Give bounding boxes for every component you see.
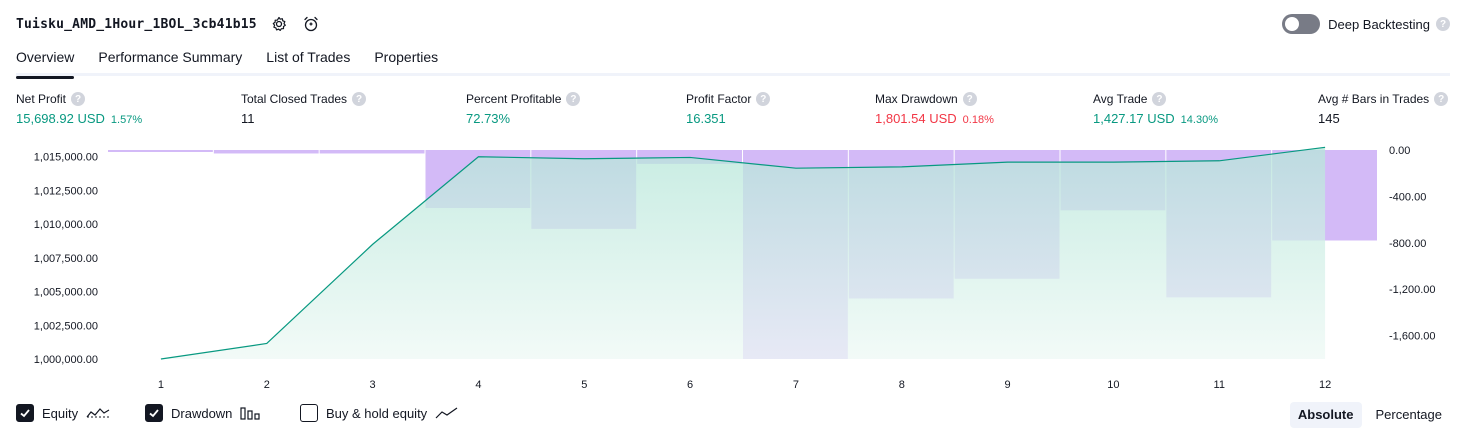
stat-value: 16.351	[686, 111, 726, 126]
deep-backtesting-toggle[interactable]	[1282, 14, 1321, 34]
help-icon[interactable]: ?	[962, 92, 977, 106]
x-axis-tick: 10	[1107, 379, 1119, 391]
tab-performance-summary[interactable]: Performance Summary	[98, 49, 243, 65]
help-icon[interactable]: ?	[756, 92, 771, 106]
right-axis-tick: -1,600.00	[1389, 331, 1435, 343]
legend-drawdown[interactable]: Drawdown	[145, 404, 262, 422]
toggle-knob	[1285, 17, 1300, 31]
left-axis-tick: 1,002,500.00	[34, 320, 98, 332]
x-axis-tick: 1	[158, 379, 164, 391]
deep-backtesting: Deep Backtesting ?	[1282, 12, 1450, 36]
legend-label: Buy & hold equity	[326, 405, 428, 421]
x-axis-tick: 8	[899, 379, 905, 391]
x-axis-tick: 12	[1319, 379, 1331, 391]
stat-label: Net Profit	[16, 92, 67, 106]
stat-percent: 0.18%	[962, 114, 994, 126]
stat-max-drawdown: Max Drawdown? 1,801.54 USD 0.18%	[875, 92, 994, 126]
stat-label: Profit Factor	[686, 92, 752, 106]
stat-percent: 1.57%	[110, 114, 143, 126]
stat-label: Avg Trade	[1093, 92, 1148, 106]
stat-value: 1,801.54 USD	[875, 111, 957, 126]
right-axis-tick: -800.00	[1389, 238, 1426, 250]
stat-value: 145	[1318, 111, 1340, 126]
stat-label: Avg # Bars in Trades	[1318, 92, 1430, 106]
stat-avg-bars: Avg # Bars in Trades? 145	[1318, 92, 1449, 126]
x-axis-tick: 4	[475, 379, 481, 391]
help-icon[interactable]: ?	[1434, 92, 1449, 106]
stat-label: Max Drawdown	[875, 92, 958, 106]
legend-buy-hold[interactable]: Buy & hold equity	[300, 404, 459, 422]
stat-value: 15,698.92 USD	[16, 111, 105, 126]
equity-area	[160, 147, 1326, 359]
drawdown-bar	[213, 150, 319, 154]
drawdown-bar	[319, 150, 425, 154]
x-axis-tick: 3	[370, 379, 376, 391]
x-axis-tick: 5	[581, 379, 587, 391]
mode-switch: Absolute Percentage	[1284, 402, 1450, 428]
tab-properties[interactable]: Properties	[374, 49, 439, 65]
x-axis-tick: 2	[264, 379, 270, 391]
alarm-add-icon[interactable]	[301, 14, 321, 34]
left-axis-tick: 1,015,000.00	[34, 152, 98, 164]
right-axis-tick: -1,200.00	[1389, 284, 1435, 296]
stat-label: Percent Profitable	[466, 92, 562, 106]
x-axis-tick: 7	[793, 379, 799, 391]
stat-value: 1,427.17 USD	[1093, 111, 1175, 126]
help-icon[interactable]: ?	[1436, 17, 1450, 31]
equity-series	[160, 146, 1326, 360]
x-axis-tick: 11	[1214, 379, 1225, 391]
header: Tuisku_AMD_1Hour_1BOL_3cb41b15 Deep Back…	[16, 12, 1450, 36]
stat-avg-trade: Avg Trade? 1,427.17 USD 14.30%	[1093, 92, 1218, 126]
drawdown-bar	[108, 150, 213, 152]
absolute-button[interactable]: Absolute	[1289, 402, 1362, 428]
left-axis: 1,015,000.00 1,012,500.00 1,010,000.00 1,00…	[34, 152, 98, 366]
percentage-button[interactable]: Percentage	[1375, 407, 1443, 422]
tab-bar: Overview Performance Summary List of Tra…	[16, 46, 1450, 79]
checkbox-buy-hold[interactable]	[300, 404, 318, 422]
strategy-title: Tuisku_AMD_1Hour_1BOL_3cb41b15	[16, 16, 257, 32]
equity-drawdown-chart[interactable]: 1,015,000.00 1,012,500.00 1,010,000.00 1,00…	[0, 140, 1466, 396]
left-axis-tick: 1,005,000.00	[34, 287, 98, 299]
stat-percent-profitable: Percent Profitable? 72.73%	[466, 92, 581, 126]
chart-svg: 1,015,000.00 1,012,500.00 1,010,000.00 1,00…	[34, 145, 1436, 391]
x-axis-tick: 6	[687, 379, 693, 391]
right-axis-tick: 0.00	[1389, 145, 1410, 157]
chart-legend: Equity Drawdown Buy & hold equity Absolu…	[16, 402, 1450, 428]
stat-percent: 14.30%	[1180, 114, 1218, 126]
stat-value: 11	[241, 111, 255, 126]
legend-equity[interactable]: Equity	[16, 404, 110, 422]
stat-value: 72.73%	[466, 111, 511, 126]
checkbox-drawdown[interactable]	[145, 404, 163, 422]
stat-label: Total Closed Trades	[241, 92, 348, 106]
buy-hold-line-icon	[435, 406, 459, 420]
legend-label: Equity	[42, 405, 79, 421]
left-axis-tick: 1,000,000.00	[34, 354, 98, 366]
left-axis-tick: 1,010,000.00	[34, 219, 98, 231]
legend-label: Drawdown	[171, 405, 233, 421]
stat-profit-factor: Profit Factor? 16.351	[686, 92, 771, 126]
stats-row: Net Profit? 15,698.92 USD 1.57% Total Clo…	[16, 92, 1450, 132]
stat-total-closed-trades: Total Closed Trades? 11	[241, 92, 367, 126]
tab-overview[interactable]: Overview	[16, 46, 75, 79]
deep-backtesting-label: Deep Backtesting	[1328, 16, 1430, 32]
gear-icon[interactable]	[269, 14, 289, 34]
equity-line	[160, 146, 1326, 360]
x-axis-tick: 9	[1005, 379, 1011, 391]
stat-net-profit: Net Profit? 15,698.92 USD 1.57%	[16, 92, 142, 126]
right-axis: 0.00 -400.00 -800.00 -1,200.00 -1,600.00	[1389, 145, 1435, 343]
right-axis-tick: -400.00	[1389, 191, 1426, 203]
left-axis-tick: 1,012,500.00	[34, 185, 98, 197]
help-icon[interactable]: ?	[566, 92, 581, 106]
help-icon[interactable]: ?	[352, 92, 367, 106]
drawdown-bars-icon	[240, 406, 262, 420]
tab-list-of-trades[interactable]: List of Trades	[266, 49, 351, 65]
help-icon[interactable]: ?	[71, 92, 86, 106]
checkbox-equity[interactable]	[16, 404, 34, 422]
left-axis-tick: 1,007,500.00	[34, 253, 98, 265]
help-icon[interactable]: ?	[1152, 92, 1167, 106]
equity-line-icon	[86, 406, 110, 420]
x-axis: 1 2 3 4 5 6 7 8 9 10 11 12	[158, 379, 1331, 391]
